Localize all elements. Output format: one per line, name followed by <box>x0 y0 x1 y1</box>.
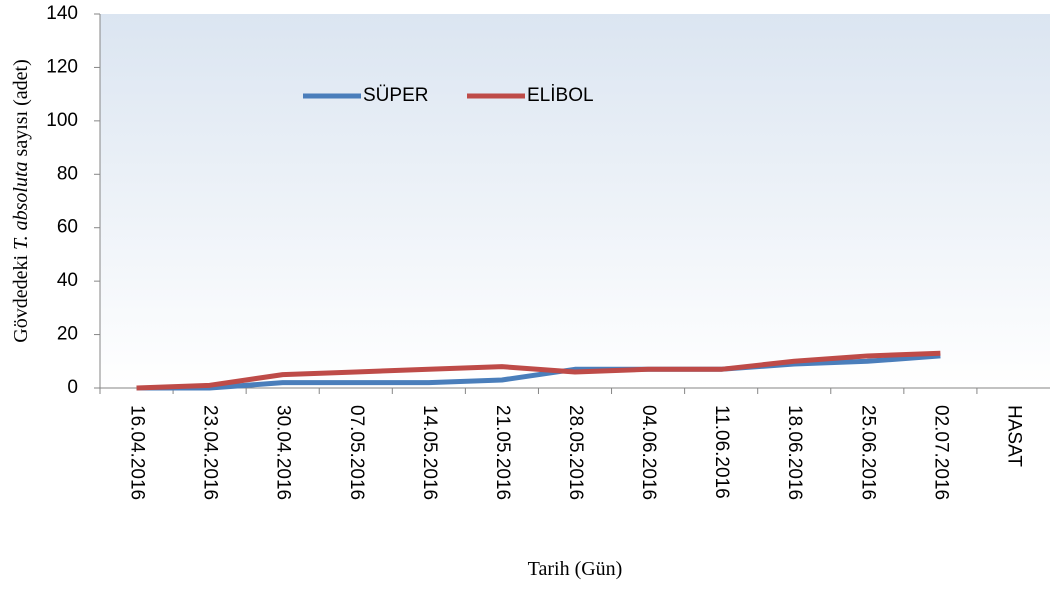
x-axis-title: Tarih (Gün) <box>528 558 623 580</box>
y-tick-label: 100 <box>46 110 78 131</box>
x-tick-label: 30.04.2016 <box>273 405 294 500</box>
y-axis-title-part: Gövdedeki <box>10 250 32 343</box>
y-tick-label: 40 <box>57 270 78 291</box>
x-tick-label: 04.06.2016 <box>638 405 659 500</box>
y-tick-label: 60 <box>57 217 78 238</box>
x-tick-label: 14.05.2016 <box>419 405 440 500</box>
y-tick-label: 140 <box>46 3 78 24</box>
y-tick-label: 120 <box>46 56 78 77</box>
x-tick-label: 16.04.2016 <box>127 405 148 500</box>
legend-label: SÜPER <box>363 85 428 106</box>
x-tick-label: 07.05.2016 <box>346 405 367 500</box>
y-tick-label: 0 <box>67 377 78 398</box>
y-axis-title-part: T. absoluta <box>10 161 32 250</box>
x-tick-label: HASAT <box>1003 405 1024 467</box>
y-axis-title-part: sayısı (adet) <box>10 59 32 161</box>
y-tick-label: 20 <box>57 324 78 345</box>
x-tick-label: 23.04.2016 <box>200 405 221 500</box>
series-line <box>136 350 941 391</box>
series-line <box>136 353 941 391</box>
y-tick-label: 80 <box>57 163 78 184</box>
legend-label: ELİBOL <box>527 85 594 106</box>
y-axis-title: Gövdedeki T. absoluta sayısı (adet) <box>10 59 32 343</box>
plot-area <box>100 14 1050 388</box>
x-tick-label: 02.07.2016 <box>930 405 951 500</box>
x-tick-label: 11.06.2016 <box>711 405 732 499</box>
x-tick-label: 28.05.2016 <box>565 405 586 500</box>
x-tick-label: 25.06.2016 <box>857 405 878 500</box>
x-tick-label: 21.05.2016 <box>492 405 513 500</box>
x-tick-label: 18.06.2016 <box>784 405 805 500</box>
